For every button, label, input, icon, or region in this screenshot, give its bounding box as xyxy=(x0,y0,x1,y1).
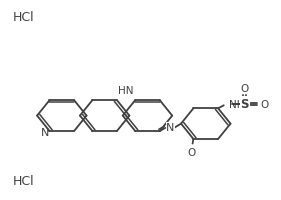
Text: S: S xyxy=(241,98,249,111)
Text: O: O xyxy=(188,147,196,157)
Text: HCl: HCl xyxy=(13,11,34,23)
Text: N: N xyxy=(41,127,49,137)
Text: HN: HN xyxy=(118,86,134,96)
Text: O: O xyxy=(260,99,269,109)
Text: O: O xyxy=(241,83,249,93)
Text: HCl: HCl xyxy=(13,175,34,187)
Text: N: N xyxy=(166,123,175,133)
Text: NH: NH xyxy=(229,99,244,109)
